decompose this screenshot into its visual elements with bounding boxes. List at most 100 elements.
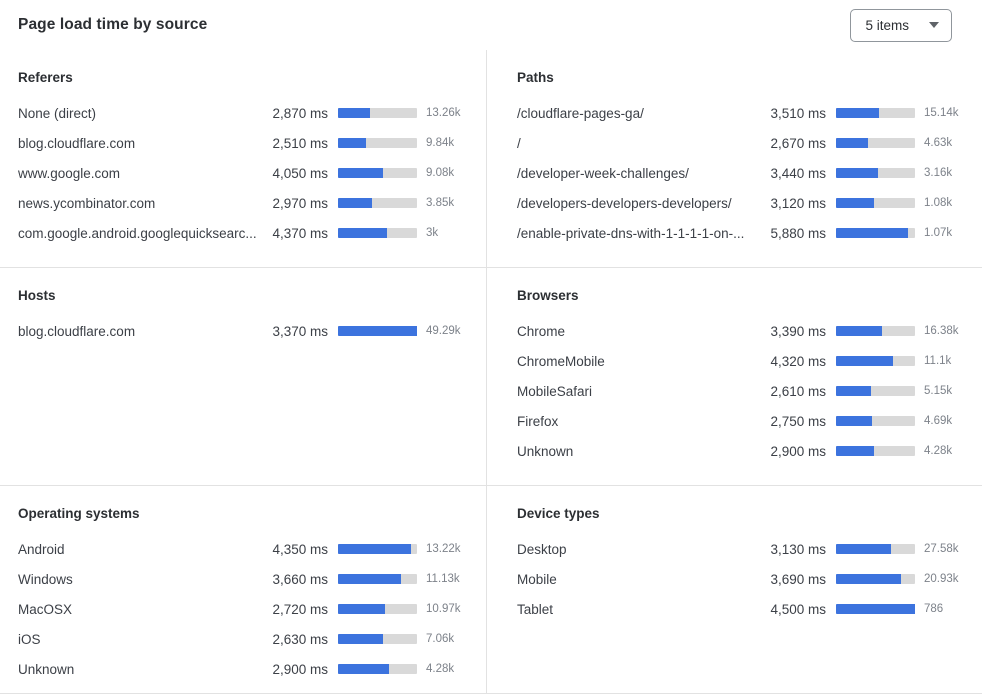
table-row: MobileSafari 2,610 ms 5.15k	[517, 376, 970, 406]
row-load-time: 3,390 ms	[770, 323, 826, 339]
bar-track	[836, 168, 915, 178]
row-label: blog.cloudflare.com	[18, 323, 136, 339]
row-label: /	[517, 135, 521, 151]
bar-fill	[338, 634, 384, 644]
bar-fill	[338, 544, 411, 554]
row-load-time: 3,440 ms	[770, 165, 826, 181]
row-label: /developers-developers-developers/	[517, 195, 732, 211]
row-label: Tablet	[517, 601, 554, 617]
row-load-time: 5,880 ms	[770, 225, 826, 241]
panel-rows: None (direct) 2,870 ms 13.26k blog.cloudfla…	[18, 98, 472, 248]
row-count: 27.58k	[924, 543, 959, 555]
row-load-time: 4,320 ms	[770, 353, 826, 369]
row-load-time: 3,690 ms	[770, 571, 826, 587]
bar-fill	[338, 228, 387, 238]
table-row: Mobile 3,690 ms 20.93k	[517, 564, 970, 594]
row-load-time: 2,670 ms	[770, 135, 826, 151]
row-load-time: 2,750 ms	[770, 413, 826, 429]
row-label: /developer-week-challenges/	[517, 165, 689, 181]
bar-fill	[836, 604, 915, 614]
row-count: 4.28k	[426, 663, 455, 675]
row-count: 1.07k	[924, 227, 953, 239]
row-load-time: 3,120 ms	[770, 195, 826, 211]
bar-fill	[836, 108, 880, 118]
table-row: /developer-week-challenges/3,440 ms 3.16k	[517, 158, 970, 188]
row-label: iOS	[18, 631, 41, 647]
bar-fill	[338, 326, 417, 336]
bar-track	[338, 544, 417, 554]
row-label: None (direct)	[18, 105, 97, 121]
row-label: blog.cloudflare.com	[18, 135, 136, 151]
widget-header: Page load time by source 5 items	[0, 0, 982, 50]
bar-track	[338, 664, 417, 674]
row-count: 16.38k	[924, 325, 959, 337]
row-count: 5.15k	[924, 385, 953, 397]
row-load-time: 2,900 ms	[770, 443, 826, 459]
table-row: None (direct) 2,870 ms 13.26k	[18, 98, 472, 128]
bar-track	[338, 326, 417, 336]
dropdown-value: 5 items	[865, 17, 909, 33]
row-count: 9.84k	[426, 137, 455, 149]
panel-operating-systems: Operating systems Android 4,350 ms 13.22k W…	[0, 485, 486, 693]
bar-track	[338, 168, 417, 178]
row-load-time: 2,970 ms	[272, 195, 328, 211]
bar-fill	[836, 416, 873, 426]
row-load-time: 2,610 ms	[770, 383, 826, 399]
bar-fill	[836, 228, 908, 238]
row-load-time: 3,510 ms	[770, 105, 826, 121]
table-row: Chrome 3,390 ms 16.38k	[517, 316, 970, 346]
bar-fill	[836, 386, 871, 396]
row-count: 4.28k	[924, 445, 953, 457]
bar-fill	[836, 574, 901, 584]
row-load-time: 2,720 ms	[272, 601, 328, 617]
row-load-time: 3,130 ms	[770, 541, 826, 557]
row-count: 11.13k	[426, 573, 460, 585]
table-row: www.google.com 4,050 ms 9.08k	[18, 158, 472, 188]
row-label: Mobile	[517, 571, 557, 587]
row-load-time: 4,350 ms	[272, 541, 328, 557]
row-label: Android	[18, 541, 65, 557]
panel-title: Operating systems	[18, 506, 140, 521]
bar-track	[836, 544, 915, 554]
row-count: 1.08k	[924, 197, 953, 209]
panels-grid: Referers None (direct) 2,870 ms 13.26k blog…	[0, 50, 982, 694]
panel-rows: Android 4,350 ms 13.22k Windows 3,660 ms 11.1…	[18, 534, 472, 684]
bar-track	[836, 326, 915, 336]
row-count: 4.63k	[924, 137, 953, 149]
bar-track	[338, 574, 417, 584]
row-count: 4.69k	[924, 415, 953, 427]
bar-fill	[836, 138, 868, 148]
panel-hosts: Hosts blog.cloudflare.com 3,370 ms 49.29k	[0, 267, 486, 485]
row-load-time: 3,660 ms	[272, 571, 328, 587]
bar-track	[338, 198, 417, 208]
bar-fill	[836, 446, 874, 456]
bar-track	[836, 416, 915, 426]
bar-fill	[338, 604, 386, 614]
bar-track	[338, 634, 417, 644]
bar-track	[338, 138, 417, 148]
panel-title: Hosts	[18, 288, 56, 303]
panel-title: Referers	[18, 70, 73, 85]
row-label: ChromeMobile	[517, 353, 605, 369]
panel-rows: /cloudflare-pages-ga/3,510 ms 15.14k / 2,67…	[517, 98, 970, 248]
bar-fill	[338, 108, 371, 118]
row-count: 3.85k	[426, 197, 455, 209]
row-count: 9.08k	[426, 167, 455, 179]
row-label: Firefox	[517, 413, 559, 429]
row-label: Windows	[18, 571, 73, 587]
panel-referers: Referers None (direct) 2,870 ms 13.26k blog…	[0, 50, 486, 267]
row-load-time: 4,370 ms	[272, 225, 328, 241]
panel-title: Device types	[517, 506, 600, 521]
bar-fill	[338, 574, 402, 584]
row-label: Unknown	[517, 443, 574, 459]
panel-paths: Paths /cloudflare-pages-ga/3,510 ms 15.14…	[486, 50, 982, 267]
items-count-dropdown[interactable]: 5 items	[850, 8, 952, 42]
row-count: 49.29k	[426, 325, 461, 337]
row-load-time: 4,050 ms	[272, 165, 328, 181]
bar-fill	[836, 326, 882, 336]
bar-fill	[836, 356, 893, 366]
table-row: Android 4,350 ms 13.22k	[18, 534, 472, 564]
bar-track	[836, 386, 915, 396]
bar-fill	[338, 138, 367, 148]
row-label: /cloudflare-pages-ga/	[517, 105, 644, 121]
